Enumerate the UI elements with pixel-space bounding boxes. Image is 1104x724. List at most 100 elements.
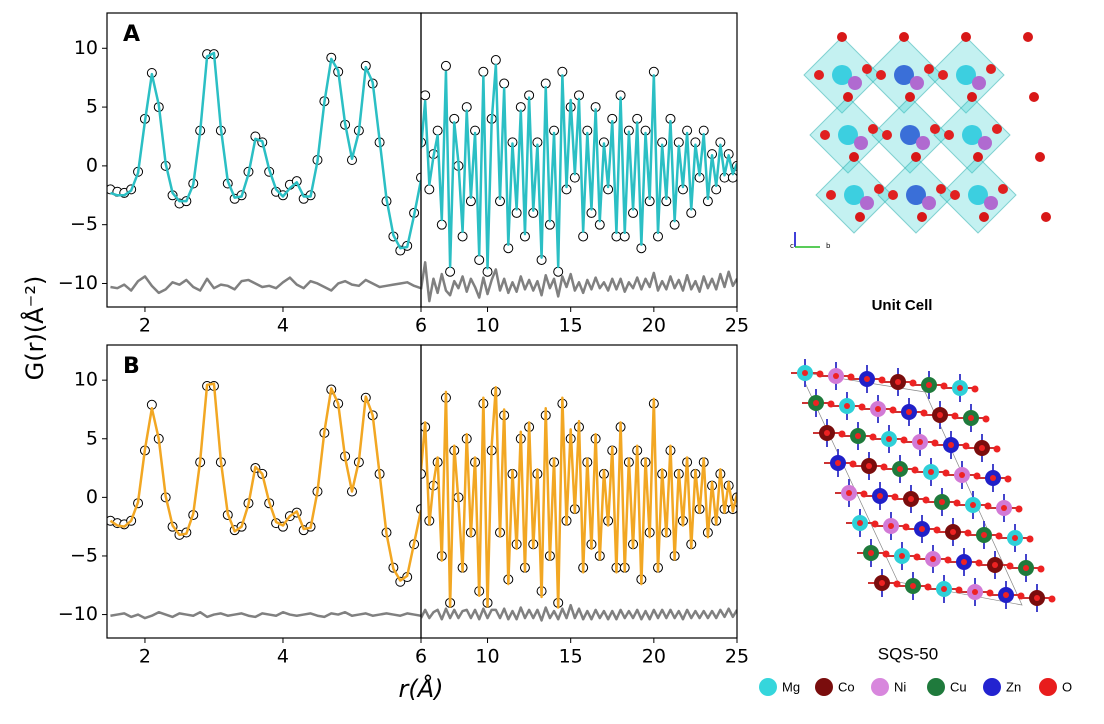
oxygen-atom [879, 580, 885, 586]
legend-swatch [759, 678, 777, 696]
y-tick-label: −5 [70, 544, 98, 566]
oxygen-atom [951, 412, 959, 420]
oxygen-atom [936, 184, 946, 194]
oxygen-atom [992, 562, 998, 568]
x-tick-label: 25 [725, 646, 749, 668]
oxygen-atom [941, 586, 947, 592]
legend-label: Mg [782, 679, 800, 694]
x-tick-label: 15 [559, 315, 583, 337]
oxygen-atom [899, 553, 905, 559]
metal-atom [916, 136, 930, 150]
plot-frame [106, 344, 422, 639]
oxygen-atom [1023, 565, 1029, 571]
oxygen-atom [847, 373, 855, 381]
legend-swatch [871, 678, 889, 696]
legend-label: Co [838, 679, 855, 694]
line-series [421, 603, 737, 622]
oxygen-atom [922, 496, 930, 504]
oxygen-atom [972, 589, 978, 595]
unit-cell [803, 32, 1051, 234]
panel-label: B [123, 354, 140, 379]
axis-label: c [790, 242, 794, 250]
plot-area [421, 385, 737, 622]
oxygen-atom [975, 559, 983, 567]
oxygen-atom [893, 580, 901, 588]
metal-atom [910, 76, 924, 90]
oxygen-atom [882, 550, 890, 558]
data-point [478, 66, 489, 77]
oxygen-atom [816, 370, 824, 378]
oxygen-atom [858, 403, 866, 411]
y-tick-label: −10 [58, 272, 98, 294]
data-point [490, 55, 501, 66]
oxygen-atom [857, 520, 863, 526]
oxygen-atom [880, 463, 888, 471]
metal-atom [844, 185, 864, 205]
oxygen-atom [886, 436, 892, 442]
oxygen-atom [961, 559, 967, 565]
oxygen-atom [843, 92, 853, 102]
oxygen-atom [1035, 152, 1045, 162]
oxygen-atom [868, 124, 878, 134]
plot-area [107, 381, 421, 620]
legend-swatch [815, 678, 833, 696]
oxygen-atom [968, 415, 974, 421]
oxygen-atom [1034, 595, 1040, 601]
oxygen-atom [962, 442, 970, 450]
oxygen-atom [986, 589, 994, 597]
oxygen-atom [902, 523, 910, 531]
data-point [474, 254, 485, 265]
oxygen-atom [897, 466, 903, 472]
line-series [110, 275, 421, 295]
metal-atom [848, 76, 862, 90]
oxygen-atom [875, 406, 881, 412]
x-tick-label: 4 [277, 315, 289, 337]
oxygen-atom [971, 385, 979, 393]
oxygen-atom [1041, 212, 1051, 222]
oxygen-atom [888, 523, 894, 529]
x-tick-label: 10 [475, 315, 499, 337]
oxygen-atom [882, 130, 892, 140]
oxygen-atom [920, 409, 928, 417]
oxygen-atom [967, 92, 977, 102]
oxygen-atom [938, 70, 948, 80]
oxygen-atom [866, 463, 872, 469]
oxygen-atom [1012, 535, 1018, 541]
metal-atom [978, 136, 992, 150]
data-point [436, 219, 447, 230]
oxygen-atom [964, 529, 972, 537]
x-tick-label: 15 [559, 646, 583, 668]
metal-atom [894, 65, 914, 85]
oxygen-atom [833, 373, 839, 379]
line-series [110, 610, 421, 620]
oxygen-atom [913, 553, 921, 561]
axis-label: b [826, 242, 831, 250]
oxygen-atom [802, 370, 808, 376]
legend-label: Cu [950, 679, 967, 694]
oxygen-atom [820, 130, 830, 140]
oxygen-atom [993, 445, 1001, 453]
line-series [421, 63, 737, 270]
oxygen-atom [891, 493, 899, 501]
metal-atom [972, 76, 986, 90]
y-tick-label: 10 [74, 37, 98, 59]
y-tick-label: 0 [86, 154, 98, 176]
oxygen-atom [855, 212, 865, 222]
oxygen-atom [982, 415, 990, 423]
metal-atom [984, 196, 998, 210]
oxygen-atom [937, 412, 943, 418]
metal-atom [962, 125, 982, 145]
oxygen-atom [895, 379, 901, 385]
plot-area [421, 55, 737, 303]
plot-area [107, 49, 421, 295]
oxygen-atom [998, 184, 1008, 194]
oxygen-atom [924, 64, 934, 74]
oxygen-atom [1029, 92, 1039, 102]
metal-atom [854, 136, 868, 150]
legend-swatch [983, 678, 1001, 696]
legend-swatch [927, 678, 945, 696]
oxygen-atom [899, 32, 909, 42]
y-axis-label: G(r)(Å⁻²) [20, 276, 49, 381]
oxygen-atom [1003, 592, 1009, 598]
line-series [110, 51, 421, 250]
